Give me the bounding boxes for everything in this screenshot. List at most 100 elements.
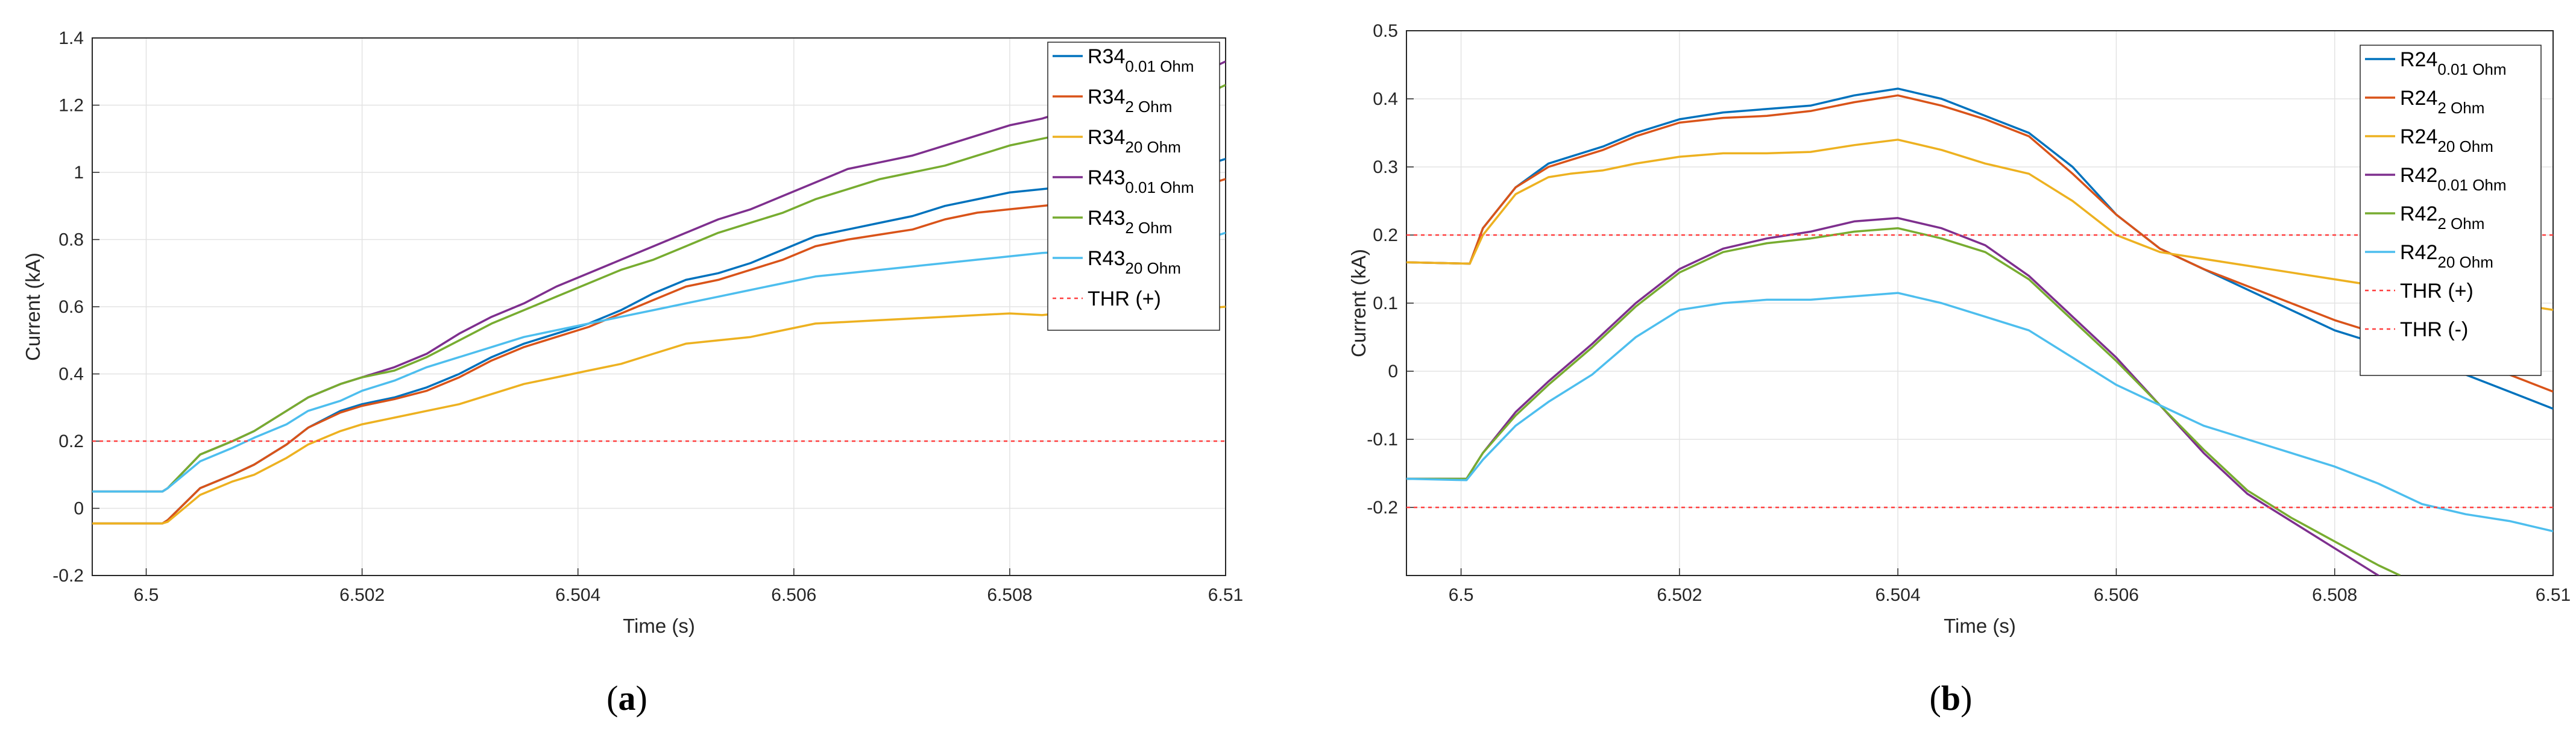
legend-label-main: R43 <box>1088 166 1125 189</box>
legend-label-main: R24 <box>2400 125 2437 148</box>
series-line-r34-20 <box>92 306 1226 525</box>
x-axis-label-a: Time (s) <box>623 615 695 637</box>
legend-label-r24-001: R240.01 Ohm <box>2400 48 2507 78</box>
x-axis-label-b: Time (s) <box>1944 615 2016 637</box>
x-tick-label: 6.51 <box>1208 585 1243 605</box>
series-line-r43-20 <box>92 231 1226 493</box>
legend-label-main: R42 <box>2400 241 2437 264</box>
x-tick-label: 6.506 <box>2094 585 2139 605</box>
y-axis-label-b: Current (kA) <box>1347 249 1370 357</box>
y-tick-label: 0.1 <box>1373 293 1398 313</box>
legend-label-r43-2: R432 Ohm <box>1088 207 1172 237</box>
series-line-r43-2 <box>92 84 1226 493</box>
series-line-r42-001 <box>1406 217 2381 576</box>
y-tick-label: 1.2 <box>58 96 84 116</box>
x-ticks-a: 6.5 6.502 6.504 6.506 6.508 6.51 <box>134 568 1243 605</box>
legend-label-main: R42 <box>2400 164 2437 187</box>
y-tick-label: 0.2 <box>1373 225 1398 245</box>
legend-label-main: THR (+) <box>1088 287 1161 310</box>
caption-b: (b) <box>1930 679 1973 718</box>
legend-label-subscript: 2 Ohm <box>2437 215 2484 233</box>
legend-box-b <box>2360 45 2542 376</box>
legend-label-subscript: 20 Ohm <box>2437 253 2493 271</box>
legend-label-subscript: 2 Ohm <box>1125 98 1172 116</box>
y-tick-label: -0.1 <box>1367 430 1398 450</box>
legend-label-main: R43 <box>1088 207 1125 230</box>
legend-label-main: R42 <box>2400 202 2437 225</box>
legend-label-thr-neg: THR (-) <box>2400 318 2468 341</box>
x-tick-label: 6.508 <box>987 585 1032 605</box>
legend-label-r34-001: R340.01 Ohm <box>1088 45 1194 75</box>
legend-label-main: R34 <box>1088 86 1125 108</box>
legend-label-main: R43 <box>1088 247 1125 270</box>
legend-label-main: R34 <box>1088 45 1125 68</box>
series-line-r24-2 <box>1406 94 2553 393</box>
legend-label-subscript: 20 Ohm <box>2437 137 2493 155</box>
series-line-r42-2 <box>1406 227 2401 576</box>
series-line-r24-001 <box>1406 87 2553 410</box>
y-tick-label: 1 <box>74 163 84 183</box>
legend-label-subscript: 0.01 Ohm <box>2437 60 2506 78</box>
y-tick-label: 0 <box>1388 362 1398 381</box>
caption-a: (a) <box>606 679 647 718</box>
legend-box-a <box>1047 42 1220 331</box>
legend-label-subscript: 20 Ohm <box>1125 259 1181 277</box>
x-tick-label: 6.502 <box>1657 585 1702 605</box>
y-tick-label: 0.4 <box>58 365 84 384</box>
x-tick-label: 6.51 <box>2536 585 2571 605</box>
y-tick-label: -0.2 <box>52 566 84 586</box>
x-tick-label: 6.5 <box>134 585 159 605</box>
y-ticks-b: -0.2 -0.1 0 0.1 0.2 0.3 0.4 0.5 <box>1367 21 1414 518</box>
legend-label-r24-20: R2420 Ohm <box>2400 125 2493 155</box>
series-line-r24-20 <box>1406 139 2553 312</box>
legend-label-r34-20: R3420 Ohm <box>1088 126 1181 156</box>
legend-label-thr-pos: THR (+) <box>2400 280 2474 303</box>
y-tick-label: -0.2 <box>1367 498 1398 518</box>
y-tick-label: 0.3 <box>1373 157 1398 177</box>
legend-label-main: R24 <box>2400 48 2437 71</box>
legend-label-r43-001: R430.01 Ohm <box>1088 166 1194 196</box>
legend-label-r24-2: R242 Ohm <box>2400 87 2484 117</box>
x-tick-label: 6.504 <box>1875 585 1921 605</box>
series-lines-a <box>92 60 1226 525</box>
series-line-r34-2 <box>92 178 1226 525</box>
y-tick-label: 0.8 <box>58 230 84 250</box>
y-ticks-a: -0.2 0 0.2 0.4 0.6 0.8 1 1.2 1.4 <box>52 28 99 586</box>
panel-b: -0.2-0.100.10.20.30.40.5 6.5 6.502 6.504 6.… <box>1347 21 2571 718</box>
legend-label-main: THR (+) <box>2400 280 2474 303</box>
y-tick-label: 0.5 <box>1373 21 1398 41</box>
legend-label-r42-001: R420.01 Ohm <box>2400 164 2507 194</box>
legend-label-subscript: 2 Ohm <box>1125 219 1172 237</box>
legend-label-main: THR (-) <box>2400 318 2468 341</box>
series-line-r42-20 <box>1406 292 2553 533</box>
y-tick-label: 0.6 <box>58 297 84 317</box>
legend-label-main: R34 <box>1088 126 1125 149</box>
x-tick-label: 6.508 <box>2312 585 2357 605</box>
x-ticks-b: 6.5 6.502 6.504 6.506 6.508 6.51 <box>1449 568 2571 605</box>
legend-label-main: R24 <box>2400 87 2437 110</box>
legend-label-thr-pos: THR (+) <box>1088 287 1161 310</box>
panel-a: -0.200.20.40.60.811.21.4 6.5 6.502 6.504 6.… <box>22 28 1243 718</box>
caption-letter-a: a <box>619 679 636 718</box>
caption-letter-b: b <box>1941 679 1960 718</box>
y-tick-label: 1.4 <box>58 28 84 48</box>
legend-label-subscript: 0.01 Ohm <box>1125 178 1194 196</box>
y-axis-label-a: Current (kA) <box>22 253 44 361</box>
legend-label-subscript: 2 Ohm <box>2437 99 2484 117</box>
legend-label-r42-2: R422 Ohm <box>2400 202 2484 233</box>
x-tick-label: 6.506 <box>771 585 816 605</box>
legend-label-subscript: 20 Ohm <box>1125 138 1181 156</box>
x-tick-label: 6.504 <box>555 585 600 605</box>
y-tick-label: 0 <box>74 499 84 519</box>
legend-label-r42-20: R4220 Ohm <box>2400 241 2493 271</box>
x-tick-label: 6.502 <box>339 585 385 605</box>
legend-label-subscript: 0.01 Ohm <box>1125 57 1194 75</box>
legend-label-r43-20: R4320 Ohm <box>1088 247 1181 277</box>
legend-label-subscript: 0.01 Ohm <box>2437 176 2506 194</box>
legend-label-r34-2: R342 Ohm <box>1088 86 1172 116</box>
x-tick-label: 6.5 <box>1449 585 1474 605</box>
y-tick-label: 0.4 <box>1373 89 1398 109</box>
